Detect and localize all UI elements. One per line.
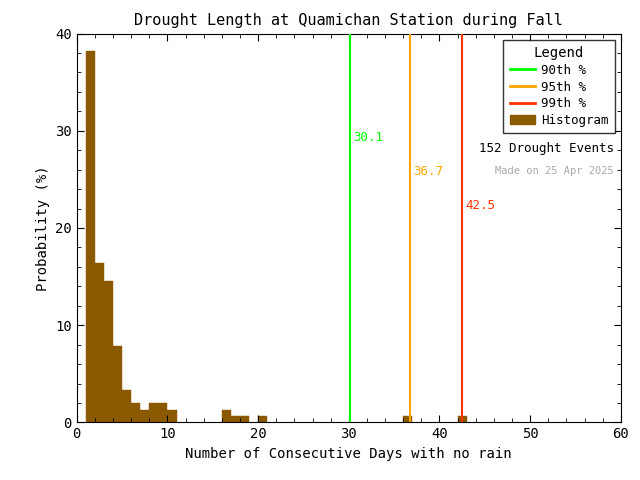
Bar xyxy=(131,403,140,422)
Y-axis label: Probability (%): Probability (%) xyxy=(36,165,50,291)
Bar xyxy=(140,410,149,422)
X-axis label: Number of Consecutive Days with no rain: Number of Consecutive Days with no rain xyxy=(186,447,512,461)
Bar xyxy=(222,410,231,422)
Text: 42.5: 42.5 xyxy=(466,199,496,212)
Bar xyxy=(258,416,268,422)
Bar xyxy=(95,263,104,422)
Bar xyxy=(403,416,412,422)
Title: Drought Length at Quamichan Station during Fall: Drought Length at Quamichan Station duri… xyxy=(134,13,563,28)
Bar xyxy=(231,416,240,422)
Text: Made on 25 Apr 2025: Made on 25 Apr 2025 xyxy=(495,166,614,176)
Text: 36.7: 36.7 xyxy=(413,165,443,178)
Legend: 90th %, 95th %, 99th %, Histogram: 90th %, 95th %, 99th %, Histogram xyxy=(503,40,614,133)
Bar xyxy=(168,410,177,422)
Bar xyxy=(86,51,95,422)
Bar xyxy=(458,416,467,422)
Text: 30.1: 30.1 xyxy=(353,131,383,144)
Bar xyxy=(149,403,158,422)
Text: 152 Drought Events: 152 Drought Events xyxy=(479,143,614,156)
Bar xyxy=(158,403,168,422)
Bar xyxy=(122,390,131,422)
Bar xyxy=(113,346,122,422)
Bar xyxy=(104,281,113,422)
Bar xyxy=(240,416,249,422)
